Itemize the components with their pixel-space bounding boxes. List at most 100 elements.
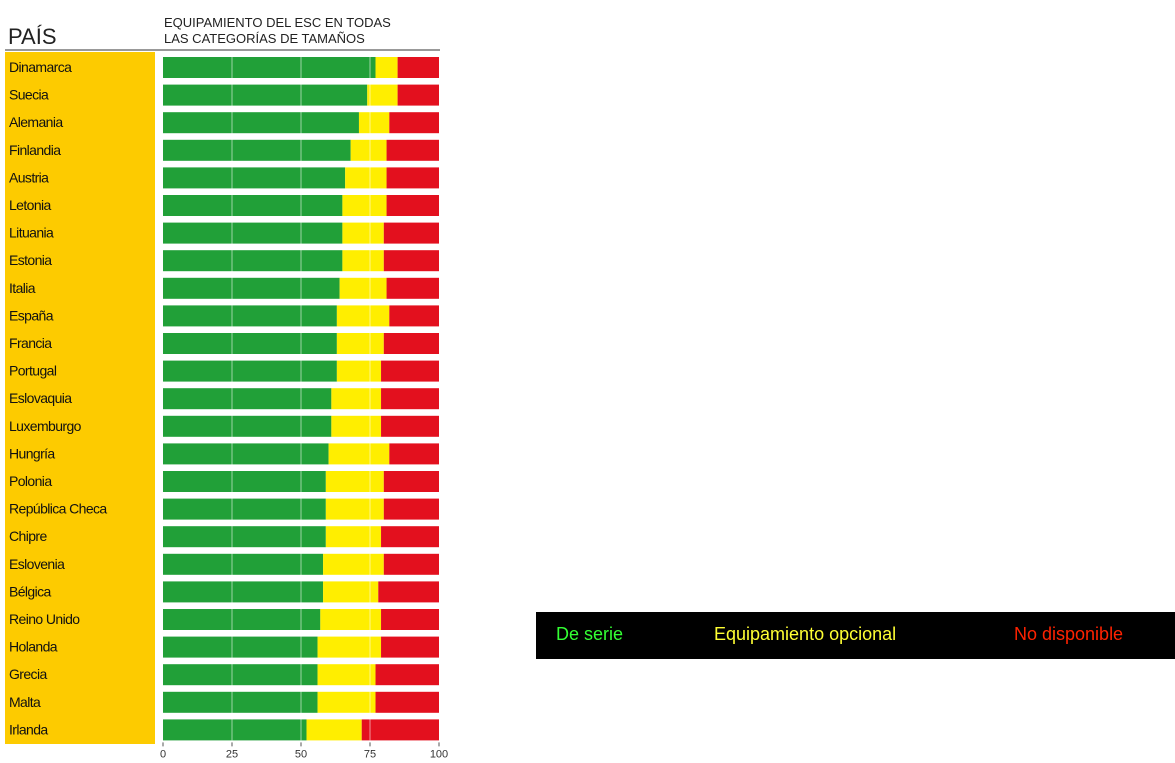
bar-optional bbox=[339, 277, 387, 299]
country-label: Finlandia bbox=[9, 142, 61, 158]
legend-unavailable: No disponible bbox=[1014, 624, 1124, 644]
bar-standard bbox=[163, 636, 318, 658]
bar-standard bbox=[163, 443, 329, 465]
bar-optional bbox=[342, 195, 387, 216]
country-label: Bélgica bbox=[9, 583, 52, 599]
x-tick-label: 0 bbox=[160, 748, 166, 760]
bar-standard bbox=[163, 57, 376, 78]
bar-standard bbox=[163, 112, 359, 134]
bar-optional bbox=[331, 415, 382, 437]
bar-unavailable bbox=[381, 360, 439, 382]
bar-unavailable bbox=[383, 333, 439, 354]
country-label: Grecia bbox=[9, 666, 47, 682]
bar-standard bbox=[163, 222, 343, 244]
country-label: Estonia bbox=[9, 252, 52, 268]
bar-unavailable bbox=[386, 277, 439, 299]
country-label: Letonia bbox=[9, 197, 52, 213]
bar-optional bbox=[350, 139, 387, 161]
bar-unavailable bbox=[381, 526, 439, 548]
bar-unavailable bbox=[361, 719, 439, 741]
bar-standard bbox=[163, 305, 337, 327]
country-label: Malta bbox=[9, 694, 41, 710]
x-tick-label: 75 bbox=[364, 748, 376, 760]
bar-standard bbox=[163, 581, 324, 603]
x-tick-label: 100 bbox=[430, 748, 448, 760]
x-axis-ticks: 0 25 50 75 100 bbox=[160, 742, 448, 760]
legend-optional: Equipamiento opcional bbox=[714, 624, 897, 644]
bar-optional bbox=[317, 664, 376, 686]
bar-optional bbox=[325, 498, 384, 520]
bar-unavailable bbox=[397, 84, 439, 106]
bar-unavailable bbox=[389, 443, 439, 465]
bar-standard bbox=[163, 691, 318, 713]
bar-optional bbox=[317, 636, 382, 658]
country-label: Alemania bbox=[9, 114, 63, 130]
bar-optional bbox=[325, 471, 384, 492]
grid-lines bbox=[231, 57, 371, 741]
bar-optional bbox=[375, 57, 398, 78]
bar-unavailable bbox=[383, 250, 439, 272]
bar-standard bbox=[163, 415, 332, 437]
bar-optional bbox=[323, 553, 384, 575]
chart-title-line-1: EQUIPAMIENTO DEL ESC EN TODAS bbox=[164, 15, 391, 30]
bar-standard bbox=[163, 139, 351, 161]
bar-standard bbox=[163, 277, 340, 299]
bar-standard bbox=[163, 553, 324, 575]
bar-unavailable bbox=[375, 691, 439, 713]
country-label: Suecia bbox=[9, 87, 49, 103]
country-label: Eslovenia bbox=[9, 556, 65, 572]
bar-optional bbox=[331, 388, 382, 410]
bar-unavailable bbox=[381, 609, 439, 630]
bar-unavailable bbox=[389, 112, 439, 134]
bar-standard bbox=[163, 609, 321, 630]
country-label: Portugal bbox=[9, 363, 57, 379]
country-label: Irlanda bbox=[9, 721, 48, 737]
bar-standard bbox=[163, 388, 332, 410]
bar-unavailable bbox=[381, 636, 439, 658]
x-tick-label: 25 bbox=[226, 748, 238, 760]
bar-optional bbox=[306, 719, 362, 741]
bar-standard bbox=[163, 360, 337, 382]
bar-optional bbox=[367, 84, 398, 106]
bar-optional bbox=[320, 609, 382, 630]
bar-optional bbox=[317, 691, 376, 713]
country-label-panel bbox=[5, 52, 155, 744]
country-label: Francia bbox=[9, 335, 52, 351]
country-label: Italia bbox=[9, 280, 36, 296]
bar-unavailable bbox=[378, 581, 439, 603]
bar-unavailable bbox=[381, 415, 439, 437]
country-label: República Checa bbox=[9, 501, 107, 517]
country-label: Polonia bbox=[9, 473, 52, 489]
country-label: Hungría bbox=[9, 445, 55, 461]
bar-standard bbox=[163, 195, 343, 216]
country-label: Dinamarca bbox=[9, 59, 72, 75]
bar-optional bbox=[336, 360, 382, 382]
bar-optional bbox=[345, 167, 387, 189]
bar-optional bbox=[328, 443, 390, 465]
legend-standard: De serie bbox=[556, 624, 624, 644]
bar-unavailable bbox=[389, 305, 439, 327]
x-tick-label: 50 bbox=[295, 748, 307, 760]
chart-title-line-2: LAS CATEGORÍAS DE TAMAÑOS bbox=[164, 31, 365, 46]
country-label: Chipre bbox=[9, 528, 47, 544]
bar-optional bbox=[358, 112, 390, 134]
country-label: Austria bbox=[9, 169, 49, 185]
country-label: Luxemburgo bbox=[9, 418, 82, 434]
legend: De serie Equipamiento opcional No dispon… bbox=[536, 612, 1175, 659]
bar-standard bbox=[163, 664, 318, 686]
bar-unavailable bbox=[397, 57, 439, 78]
bar-standard bbox=[163, 498, 326, 520]
bar-unavailable bbox=[383, 471, 439, 492]
bar-standard bbox=[163, 526, 326, 548]
bars-group bbox=[163, 57, 439, 741]
bar-standard bbox=[163, 471, 326, 492]
bar-unavailable bbox=[386, 195, 439, 216]
bar-standard bbox=[163, 333, 337, 354]
country-label: Reino Unido bbox=[9, 611, 80, 627]
bar-unavailable bbox=[381, 388, 439, 410]
bar-optional bbox=[342, 250, 384, 272]
bar-standard bbox=[163, 719, 307, 741]
country-labels: Dinamarca Suecia Alemania Finlandia Austria L… bbox=[9, 59, 108, 737]
bar-optional bbox=[336, 333, 384, 354]
bar-standard bbox=[163, 250, 343, 272]
